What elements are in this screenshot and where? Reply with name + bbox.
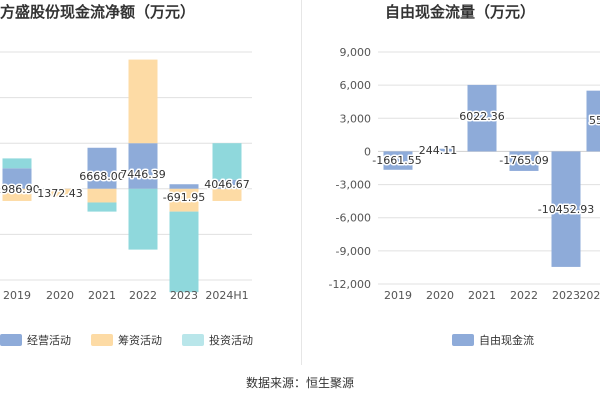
bar-operating-2021 [87, 147, 117, 189]
fcf-bar-2021 [467, 84, 497, 152]
legend-item-financing[interactable]: 筹资活动 [91, 332, 162, 348]
bar-financing-2024H1 [212, 188, 242, 201]
left-xtick-2019: 2019 [3, 289, 31, 302]
fcf-bar-2024H1 [586, 90, 600, 152]
left-xtick-2020: 2020 [46, 289, 74, 302]
legend-item-operating[interactable]: 经营活动 [0, 332, 71, 348]
bar-financing-2019 [2, 188, 32, 201]
net-value-label-2024H1: 4046.67 [204, 178, 250, 191]
right-ytick-2: 3,000 [340, 112, 372, 125]
right-ytick-3: 0 [364, 145, 371, 158]
bar-financing-2022 [128, 59, 158, 144]
right-ytick-6: -9,000 [336, 245, 371, 258]
left-xtick-2024H1: 2024H1 [205, 289, 248, 302]
right-xtick-2023: 2023 [552, 289, 580, 302]
legend-swatch-investing [182, 334, 204, 346]
left-xtick-2023: 2023 [170, 289, 198, 302]
left-chart-title: 方盛股份现金流净额（万元） [0, 3, 196, 21]
legend-item-fcf[interactable]: 自由现金流 [452, 332, 534, 348]
left-xtick-2021: 2021 [88, 289, 116, 302]
right-xtick-2021: 2021 [468, 289, 496, 302]
fcf-value-label-2020: 244.11 [419, 144, 458, 157]
fcf-value-label-2023: -10452.93 [538, 203, 594, 216]
legend-label-fcf: 自由现金流 [479, 334, 534, 347]
right-xtick-2020: 2020 [426, 289, 454, 302]
legend-label-financing: 筹资活动 [118, 334, 162, 347]
bar-investing-2019 [2, 158, 32, 169]
bar-operating-2019 [2, 168, 32, 189]
data-source-note: 数据来源：恒生聚源 [245, 376, 354, 390]
right-xtick-2022: 2022 [510, 289, 538, 302]
left-xtick-2022: 2022 [129, 289, 157, 302]
net-value-label-2020: 1372.43 [37, 187, 83, 200]
net-value-label-2022: 7446.39 [120, 168, 166, 181]
right-ytick-4: -3,000 [336, 179, 371, 192]
legend-item-investing[interactable]: 投资活动 [182, 332, 253, 348]
fcf-bar-2023 [551, 151, 581, 267]
bar-operating-2022 [128, 143, 158, 189]
fcf-value-label-2024H1: 55 [589, 114, 600, 127]
fcf-bar-2019 [383, 151, 413, 170]
right-legend: 自由现金流 [452, 331, 554, 349]
net-value-label-2021: 6668.00 [79, 170, 125, 183]
bar-operating-2023 [169, 184, 199, 189]
bar-financing-2021 [87, 188, 117, 203]
right-xtick-2019: 2019 [384, 289, 412, 302]
bar-operating-2024H1 [212, 179, 242, 189]
fcf-value-label-2022: -1765.09 [499, 154, 548, 167]
legend-swatch-operating [0, 334, 22, 346]
bar-investing-2024H1 [212, 143, 242, 180]
legend-label-operating: 经营活动 [27, 334, 71, 347]
panel-divider [301, 0, 302, 365]
left-legend: 经营活动 筹资活动 投资活动 [0, 331, 273, 349]
legend-swatch-financing [91, 334, 113, 346]
bar-investing-2023 [169, 211, 199, 293]
fcf-value-label-2021: 6022.36 [459, 110, 505, 123]
right-ytick-1: 6,000 [340, 79, 372, 92]
right-xtick-2024H1: 2024H1 [579, 289, 600, 302]
legend-swatch-fcf [452, 334, 474, 346]
bar-investing-2021 [87, 202, 117, 212]
bar-investing-2022 [128, 188, 158, 250]
right-ytick-0: 9,000 [340, 46, 372, 59]
right-ytick-7: -12,000 [329, 278, 371, 291]
fcf-bar-2022 [509, 151, 539, 171]
fcf-bar-2020 [425, 148, 455, 152]
right-ytick-5: -6,000 [336, 212, 371, 225]
right-chart-title: 自由现金流量（万元） [385, 3, 536, 21]
bar-financing-2020 [45, 188, 75, 197]
fcf-value-label-2019: -1661.55 [372, 154, 421, 167]
bar-financing-2023 [169, 188, 199, 212]
legend-label-investing: 投资活动 [209, 334, 253, 347]
net-value-label-2023: -691.95 [163, 191, 205, 204]
charts-canvas: 201920202021202220232024H11986.901372.43… [0, 46, 600, 302]
